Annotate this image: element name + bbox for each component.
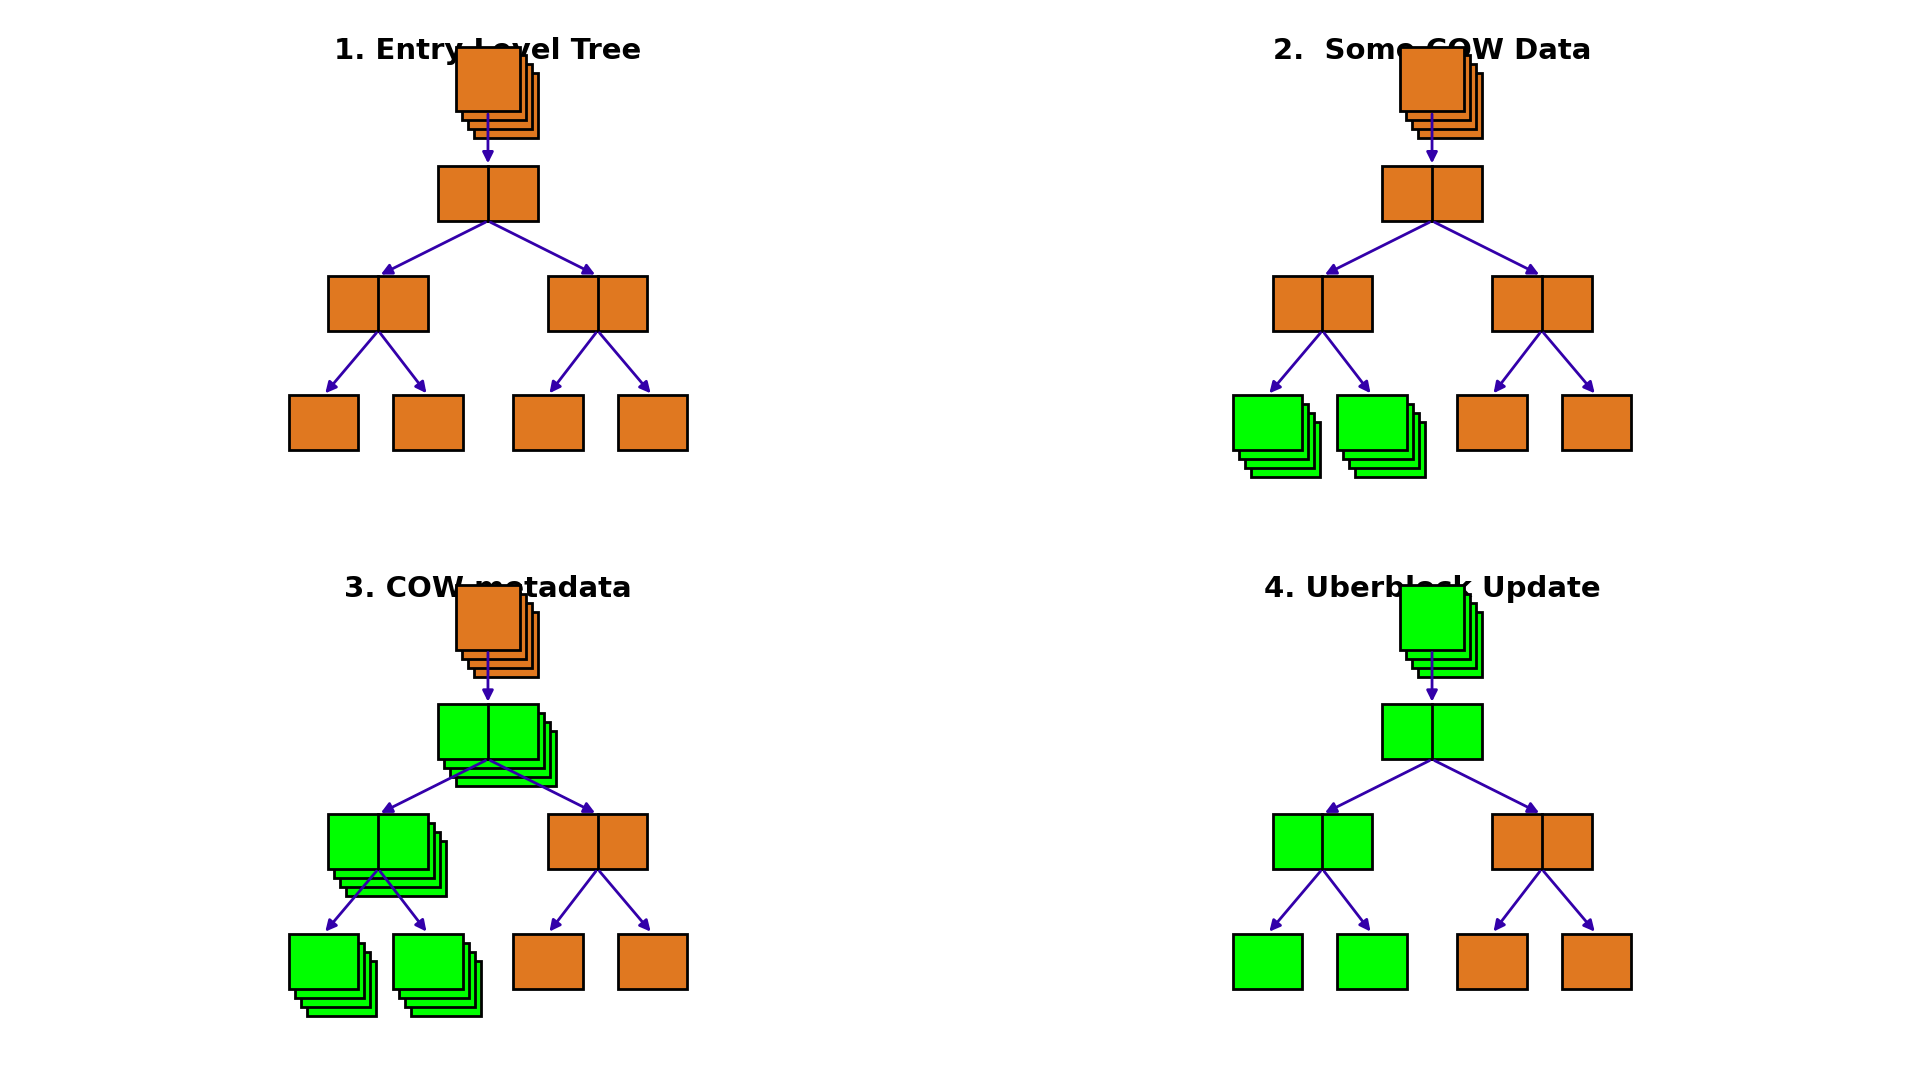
Bar xyxy=(438,166,538,221)
Bar xyxy=(394,395,463,450)
Text: 3. COW metadata: 3. COW metadata xyxy=(344,575,632,603)
Bar xyxy=(457,731,555,786)
Bar xyxy=(468,603,532,667)
Bar xyxy=(294,943,365,998)
Bar xyxy=(1417,611,1482,676)
Bar xyxy=(1382,166,1482,221)
Bar xyxy=(1233,395,1302,450)
Bar xyxy=(468,65,532,130)
Bar xyxy=(346,841,445,896)
Bar xyxy=(301,951,371,1007)
Bar xyxy=(1356,422,1425,477)
Bar xyxy=(340,832,440,887)
Bar xyxy=(1405,594,1471,659)
Bar xyxy=(288,934,359,988)
Bar xyxy=(1238,404,1308,459)
Bar xyxy=(1400,585,1465,650)
Bar xyxy=(513,395,582,450)
Bar xyxy=(513,934,582,988)
Bar xyxy=(399,943,468,998)
Bar xyxy=(1244,414,1315,469)
Bar xyxy=(1338,395,1407,450)
Bar xyxy=(1233,934,1302,988)
Bar xyxy=(1350,414,1419,469)
Bar xyxy=(411,961,482,1015)
Bar xyxy=(1492,814,1592,869)
Bar xyxy=(1250,422,1321,477)
Bar xyxy=(1457,395,1526,450)
Bar xyxy=(474,73,538,138)
Bar xyxy=(618,934,687,988)
Bar xyxy=(1405,55,1471,120)
Text: 4. Uberblock Update: 4. Uberblock Update xyxy=(1263,575,1601,603)
Bar xyxy=(1338,934,1407,988)
Bar xyxy=(1273,275,1373,330)
Bar xyxy=(1411,65,1476,130)
Bar xyxy=(474,611,538,676)
Bar xyxy=(1344,404,1413,459)
Bar xyxy=(1457,934,1526,988)
Bar xyxy=(455,585,520,650)
Bar xyxy=(394,934,463,988)
Bar xyxy=(328,814,428,869)
Bar xyxy=(405,951,474,1007)
Bar xyxy=(618,395,687,450)
Bar xyxy=(1382,704,1482,759)
Bar xyxy=(455,46,520,111)
Bar xyxy=(1411,603,1476,667)
Bar xyxy=(334,823,434,878)
Bar xyxy=(547,814,647,869)
Bar xyxy=(438,704,538,759)
Bar xyxy=(461,55,526,120)
Text: 1. Entry Level Tree: 1. Entry Level Tree xyxy=(334,37,641,65)
Bar xyxy=(1417,73,1482,138)
Bar xyxy=(1400,46,1465,111)
Bar xyxy=(547,275,647,330)
Bar xyxy=(449,723,549,778)
Text: 2.  Some COW Data: 2. Some COW Data xyxy=(1273,37,1592,65)
Bar xyxy=(1492,275,1592,330)
Bar xyxy=(1561,395,1632,450)
Bar xyxy=(444,714,543,768)
Bar xyxy=(1273,814,1373,869)
Bar xyxy=(1561,934,1632,988)
Bar xyxy=(307,961,376,1015)
Bar xyxy=(328,275,428,330)
Bar xyxy=(288,395,359,450)
Bar xyxy=(461,594,526,659)
